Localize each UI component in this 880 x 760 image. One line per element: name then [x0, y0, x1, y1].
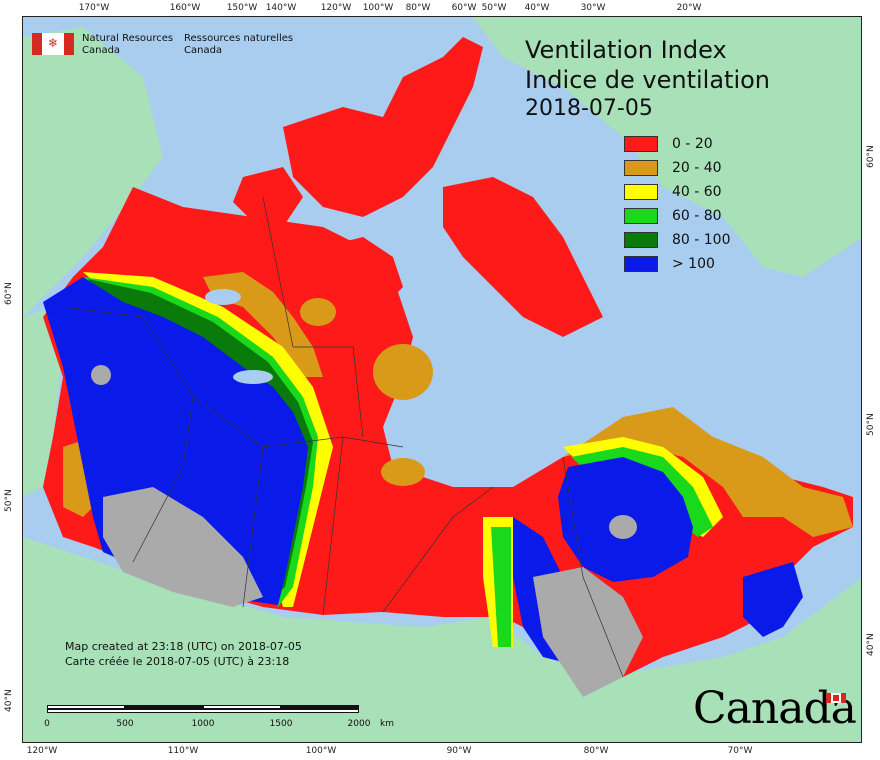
- lat-label-right: 50°N: [866, 413, 876, 436]
- victoria-island: [323, 237, 403, 307]
- lon-label-top: 120°W: [320, 3, 352, 13]
- no-data-area: [103, 487, 263, 607]
- lat-label-right: 40°N: [866, 633, 876, 656]
- scale-label: 1500: [269, 719, 293, 729]
- credit-en: Map created at 23:18 (UTC) on 2018-07-05: [65, 640, 302, 653]
- lon-label-top: 20°W: [676, 3, 702, 13]
- legend-label: 0 - 20: [672, 136, 713, 152]
- lon-label-top: 30°W: [580, 3, 606, 13]
- baffin-island: [443, 177, 603, 337]
- usa-land: [23, 537, 861, 742]
- province-borders: [62, 196, 624, 678]
- lon-label-bottom: 70°W: [727, 746, 753, 756]
- greenland-land: [473, 17, 861, 277]
- alaska-land: [23, 27, 163, 317]
- ventilation-index-map: [22, 16, 862, 743]
- great-slave-lake: [233, 370, 273, 384]
- lat-label-left: 50°N: [4, 489, 14, 512]
- lon-label-bottom: 120°W: [26, 746, 58, 756]
- lon-label-bottom: 80°W: [583, 746, 609, 756]
- org-name-en-line2: Canada: [82, 45, 121, 56]
- legend-item: 20 - 40: [624, 160, 784, 178]
- lon-label-top: 80°W: [405, 3, 431, 13]
- org-name-fr-line2: Canada: [184, 45, 223, 56]
- nrcan-logo: ❄ Natural Resources Canada Ressources na…: [32, 33, 312, 63]
- legend-swatch: [624, 208, 658, 224]
- credit-fr: Carte créée le 2018-07-05 (UTC) à 23:18: [65, 655, 290, 668]
- scale-label: 2000: [347, 719, 371, 729]
- lat-label-left: 60°N: [4, 282, 14, 305]
- lon-label-top: 160°W: [169, 3, 201, 13]
- scale-bar: 0 500 1000 1500 2000 km: [44, 705, 394, 729]
- scale-label: 500: [116, 719, 134, 729]
- lon-label-top: 140°W: [265, 3, 297, 13]
- no-data-area: [533, 567, 643, 697]
- legend-swatch: [624, 136, 658, 152]
- legend-item: 40 - 60: [624, 184, 784, 202]
- lat-label-left: 40°N: [4, 689, 14, 712]
- scale-label: 0: [44, 719, 50, 729]
- lon-label-top: 170°W: [78, 3, 110, 13]
- arctic-island: [233, 167, 303, 227]
- great-bear-lake: [205, 289, 241, 305]
- map-title-en: Ventilation Index: [525, 36, 727, 64]
- lon-label-bottom: 90°W: [446, 746, 472, 756]
- scale-label: 1000: [191, 719, 215, 729]
- legend-swatch: [624, 232, 658, 248]
- legend-label: 20 - 40: [672, 160, 722, 176]
- legend-label: 60 - 80: [672, 208, 722, 224]
- org-name-fr-line1: Ressources naturelles: [184, 33, 294, 44]
- map-date: 2018-07-05: [525, 96, 653, 121]
- lon-label-bottom: 110°W: [167, 746, 199, 756]
- legend-item: 0 - 20: [624, 136, 784, 154]
- org-name-en-line1: Natural Resources: [82, 33, 174, 44]
- ventilation-zone-east: [563, 407, 853, 537]
- arctic-islands: [283, 37, 483, 217]
- pacific-coast-land: [23, 307, 63, 497]
- canada-wordmark: Canada: [693, 683, 857, 734]
- lon-label-top: 100°W: [362, 3, 394, 13]
- lat-label-right: 60°N: [866, 145, 876, 168]
- legend-label: 80 - 100: [672, 232, 731, 248]
- no-data-area: [91, 365, 111, 385]
- canada-flag-icon: ❄: [32, 33, 74, 55]
- legend-item: > 100: [624, 256, 784, 274]
- legend-swatch: [624, 184, 658, 200]
- map-canvas: [23, 17, 861, 742]
- legend-item: 80 - 100: [624, 232, 784, 250]
- ventilation-zone: [300, 298, 336, 326]
- legend-label: > 100: [672, 256, 715, 272]
- hudson-bay: [393, 377, 553, 477]
- legend-label: 40 - 60: [672, 184, 722, 200]
- ventilation-zone: [381, 458, 425, 486]
- lon-label-top: 150°W: [226, 3, 258, 13]
- wordmark-flag-icon: [826, 693, 846, 703]
- legend-swatch: [624, 160, 658, 176]
- legend-item: 60 - 80: [624, 208, 784, 226]
- lon-label-bottom: 100°W: [305, 746, 337, 756]
- ventilation-zone: [373, 344, 433, 400]
- lon-label-top: 40°W: [524, 3, 550, 13]
- map-title-fr: Indice de ventilation: [525, 66, 771, 94]
- scale-unit: km: [380, 719, 394, 729]
- lon-label-top: 50°W: [481, 3, 507, 13]
- lon-label-top: 60°W: [451, 3, 477, 13]
- ventilation-zone-green: [491, 527, 511, 647]
- legend-swatch: [624, 256, 658, 272]
- ventilation-zone-blue-maritimes: [743, 562, 803, 637]
- no-data-area: [609, 515, 637, 539]
